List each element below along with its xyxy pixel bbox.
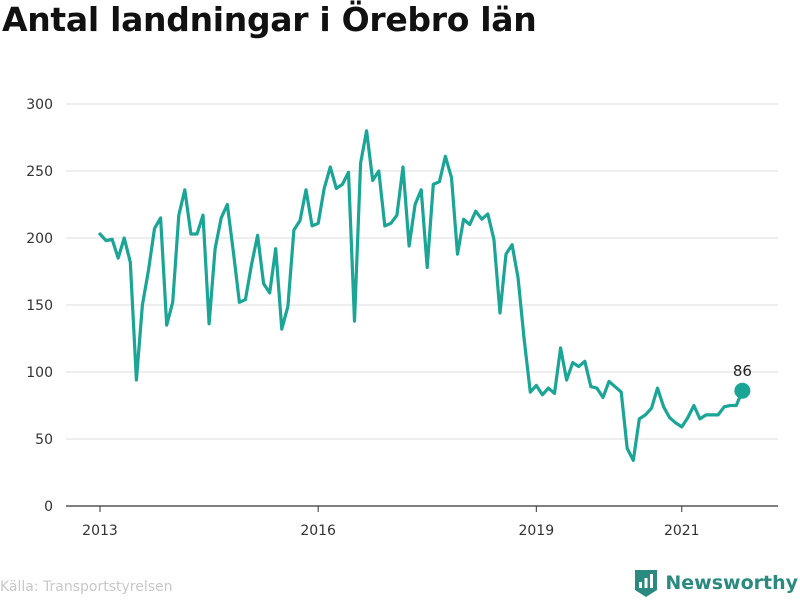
- newsworthy-logo-icon: [635, 570, 658, 597]
- series-line: [98, 129, 745, 462]
- brand-name: Newsworthy: [665, 572, 798, 594]
- chart-title: Antal landningar i Örebro län: [2, 0, 537, 39]
- y-tick-label: 250: [26, 164, 53, 180]
- y-tick-label: 200: [26, 231, 53, 247]
- source-note: Källa: Transportstyrelsen: [0, 579, 173, 595]
- y-axis-tick-labels: 0 50 100 150 200 250 300: [26, 97, 53, 515]
- x-tick-label: 2019: [518, 523, 554, 539]
- y-tick-label: 100: [26, 365, 53, 381]
- y-tick-label: 300: [26, 97, 53, 113]
- last-value-label: 86: [733, 362, 752, 380]
- x-axis: 2013 2016 2019 2021: [66, 505, 778, 539]
- y-tick-label: 50: [35, 432, 53, 448]
- y-tick-label: 0: [44, 499, 53, 515]
- last-point-marker: [734, 382, 751, 399]
- y-tick-label: 150: [26, 298, 53, 314]
- series-layer: 86: [98, 129, 752, 462]
- x-tick-label: 2021: [664, 523, 700, 539]
- gridlines: [66, 103, 778, 440]
- x-tick-label: 2016: [300, 523, 336, 539]
- x-tick-label: 2013: [82, 523, 118, 539]
- brand-logo: Newsworthy: [633, 568, 798, 598]
